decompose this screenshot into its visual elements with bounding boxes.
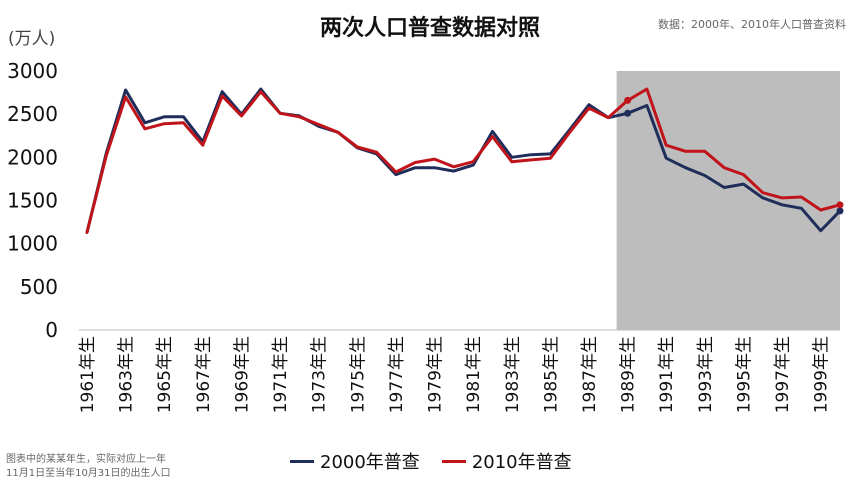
- x-tick-label: 1965年生: [155, 336, 175, 413]
- y-tick-label: 3000: [7, 59, 58, 83]
- footnote-line-2: 11月1日至当年10月31日的出生人口: [6, 468, 171, 479]
- x-tick-label: 1963年生: [117, 336, 137, 413]
- x-tick-label: 1971年生: [271, 336, 291, 413]
- footnote: 图表中的某某年生，实际对应上一年 11月1日至当年10月31日的出生人口: [6, 453, 171, 481]
- y-tick-label: 2000: [7, 145, 58, 169]
- x-tick-label: 1967年生: [194, 336, 214, 413]
- y-tick-label: 1500: [7, 189, 58, 213]
- shaded-range: [616, 71, 840, 330]
- x-tick-label: 1979年生: [426, 336, 446, 413]
- series-marker-0: [836, 207, 844, 215]
- x-tick-label: 1981年生: [464, 336, 484, 413]
- x-tick-label: 1973年生: [310, 336, 330, 413]
- y-tick-label: 1000: [7, 232, 58, 256]
- x-tick-label: 1985年生: [541, 336, 561, 413]
- x-tick-label: 1995年生: [734, 336, 754, 413]
- x-tick-label: 1997年生: [773, 336, 793, 413]
- y-tick-label: 2500: [7, 102, 58, 126]
- x-tick-label: 1961年生: [78, 336, 98, 413]
- legend-item-2010: 2010年普查: [441, 448, 572, 474]
- x-tick-label: 1989年生: [619, 336, 639, 413]
- x-tick-label: 1975年生: [348, 336, 368, 413]
- series-marker-0: [624, 109, 632, 117]
- x-tick-label: 1991年生: [657, 336, 677, 413]
- x-tick-label: 1983年生: [503, 336, 523, 413]
- legend-label-2000: 2000年普查: [320, 452, 420, 473]
- legend-item-2000: 2000年普查: [290, 448, 420, 474]
- y-tick-label: 0: [45, 318, 58, 342]
- series-marker-1: [836, 201, 844, 209]
- footnote-line-1: 图表中的某某年生，实际对应上一年: [6, 454, 166, 465]
- x-tick-label: 1977年生: [387, 336, 407, 413]
- x-tick-label: 1987年生: [580, 336, 600, 413]
- legend-swatch-2000: [290, 459, 314, 463]
- series-marker-1: [624, 96, 632, 104]
- x-tick-label: 1969年生: [232, 336, 252, 413]
- y-axis-unit: (万人): [8, 29, 56, 49]
- legend: 2000年普查 2010年普查: [290, 448, 572, 474]
- y-tick-label: 500: [20, 275, 58, 299]
- x-tick-label: 1993年生: [696, 336, 716, 413]
- chart-title: 两次人口普查数据对照: [319, 16, 540, 41]
- series-line-1: [85, 87, 842, 234]
- legend-swatch-2010: [441, 459, 466, 463]
- legend-label-2010: 2010年普查: [471, 452, 572, 473]
- x-tick-label: 1999年生: [812, 336, 832, 413]
- source-note: 数据：2000年、2010年人口普查资料: [658, 18, 846, 31]
